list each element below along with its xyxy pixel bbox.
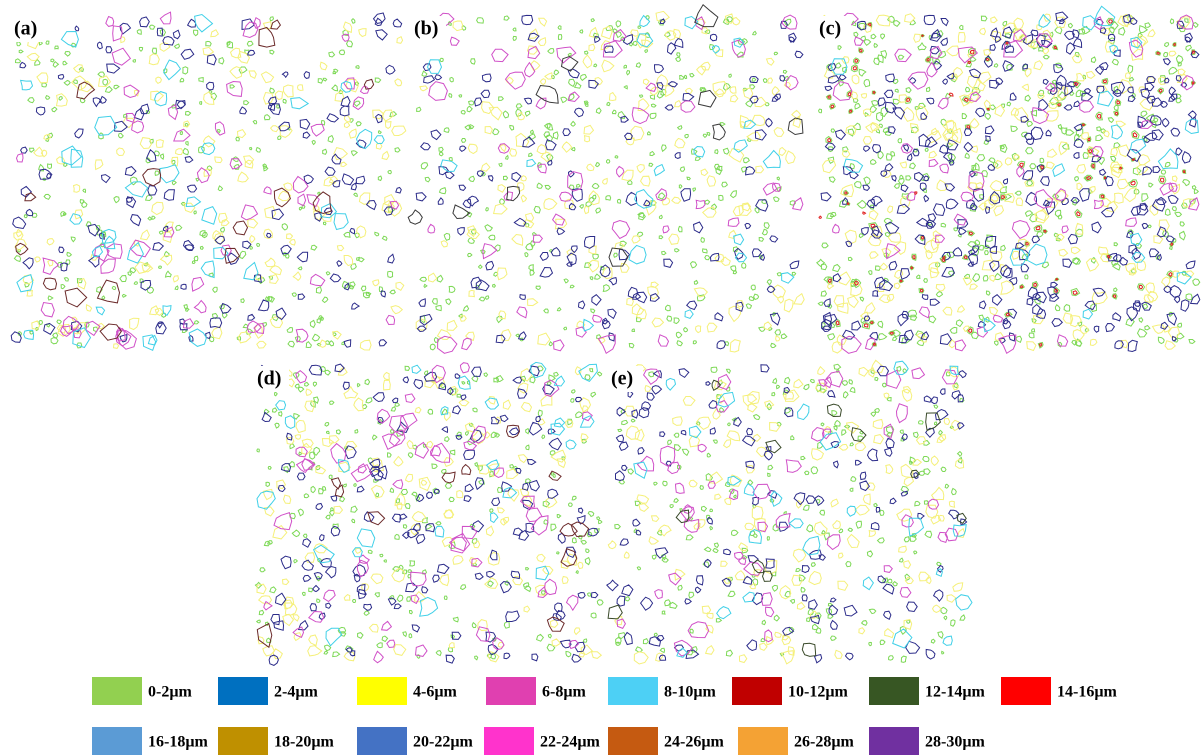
legend-label: 8-10µm <box>664 684 717 701</box>
legend-label: 24-26µm <box>664 734 725 751</box>
legend-label: 2-4µm <box>274 684 319 701</box>
legend-label: 20-22µm <box>413 734 474 751</box>
panel-label: (a) <box>14 18 37 40</box>
legend-swatch <box>484 727 534 755</box>
legend-label: 26-28µm <box>794 734 855 751</box>
legend-swatch <box>92 727 142 755</box>
grain-outlines <box>416 15 803 348</box>
legend-swatch <box>218 727 268 755</box>
grain-map: (d) <box>255 362 603 665</box>
legend-swatch <box>732 677 782 705</box>
grain-outlines <box>617 368 958 656</box>
legend-swatch <box>608 677 658 705</box>
grain-map: (e) <box>607 360 972 664</box>
grain-outlines <box>817 16 1200 348</box>
grain-outlines <box>821 12 1200 352</box>
legend-swatch <box>869 677 919 705</box>
legend-swatch <box>357 677 407 705</box>
panel-label: (b) <box>414 18 438 40</box>
legend-label: 12-14µm <box>925 684 986 701</box>
grain-outlines <box>14 17 400 348</box>
legend-label: 10-12µm <box>788 684 849 701</box>
grain-outlines <box>428 13 803 353</box>
grain-map: (b) <box>408 5 804 354</box>
legend-swatch <box>486 677 536 705</box>
legend-label: 28-30µm <box>925 734 986 751</box>
grain-outlines <box>11 13 402 347</box>
panel-label: (e) <box>611 368 633 390</box>
grain-outlines <box>16 20 374 340</box>
legend-label: 16-18µm <box>148 734 209 751</box>
panel-label: (d) <box>257 368 281 390</box>
legend-swatch <box>357 727 407 755</box>
legend-swatch <box>1001 677 1051 705</box>
legend-label: 4-6µm <box>413 684 458 701</box>
legend-label: 18-20µm <box>274 734 335 751</box>
legend-label: 14-16µm <box>1057 684 1118 701</box>
grain-outlines <box>417 16 796 350</box>
legend-swatch <box>869 727 919 755</box>
grain-outlines <box>264 363 592 663</box>
figure: (a) (b) (c) (d) (e) 0-2µm 2-4µm 4-6µm 6-8µm 8-10µ… <box>0 0 1201 756</box>
legend-label: 6-8µm <box>542 684 587 701</box>
legend-swatch <box>92 677 142 705</box>
grain-map: (a) <box>11 12 406 350</box>
legend-label: 22-24µm <box>540 734 601 751</box>
legend-swatch <box>608 727 658 755</box>
grain-outlines <box>14 22 406 350</box>
panel-label: (c) <box>819 18 841 40</box>
legend-label: 0-2µm <box>148 684 193 701</box>
grain-map: (c) <box>817 6 1200 353</box>
legend-swatch <box>218 677 268 705</box>
legend-swatch <box>738 727 788 755</box>
